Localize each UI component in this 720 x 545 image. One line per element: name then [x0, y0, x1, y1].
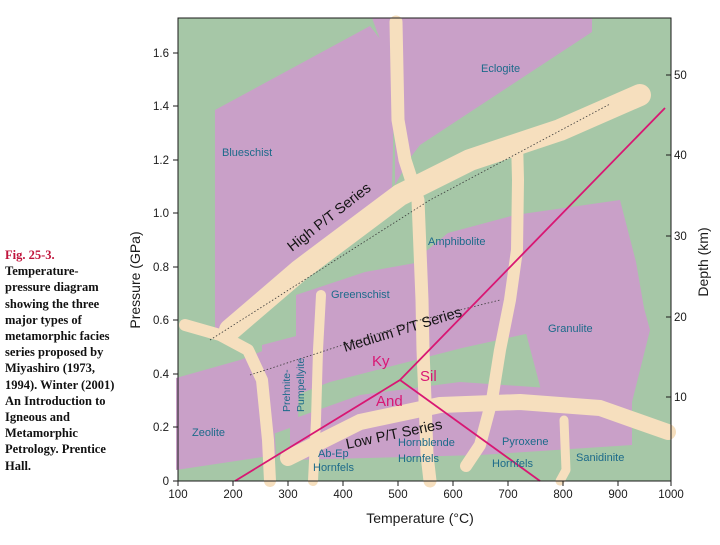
sanidinite-label: Sanidinite [576, 452, 624, 464]
x-tick-label: 300 [278, 489, 297, 501]
x-tick-label: 400 [333, 489, 352, 501]
blueschist-label: Blueschist [222, 147, 272, 159]
series-trend-lines [209, 103, 611, 376]
low-pressure-upper-boundary [280, 394, 676, 466]
y-tick-marks [173, 52, 178, 482]
prehnite-pumpellyite-label-2: Pumpellyite [295, 358, 307, 412]
greenschist-medium-field [296, 250, 644, 395]
pyroxene-hornfels-label-2: Hornfels [492, 458, 533, 470]
facies-diagram-figure: 100 200 300 400 500 600 700 800 900 1000… [120, 7, 718, 540]
kyanite-label: Ky [372, 353, 390, 370]
y-tick-label: 0.8 [153, 262, 169, 274]
depth-tick-label: 30 [674, 231, 687, 243]
depth-axis-title: Depth (km) [695, 227, 711, 296]
y-tick-label: 0 [163, 476, 169, 488]
zeolite-field [176, 348, 276, 470]
hornblende-hornfels-label-1: Hornblende [398, 437, 455, 449]
blueschist-field [215, 26, 395, 340]
x-tick-label: 200 [223, 489, 242, 501]
blueschist-greenschist-boundary [219, 84, 651, 341]
depth-tick-label: 10 [674, 392, 687, 404]
x-tick-label: 100 [168, 489, 187, 501]
ky-sil-line [399, 107, 666, 381]
sillimanite-label: Sil [420, 368, 437, 385]
y-axis-title: Pressure (GPa) [127, 231, 143, 328]
abep-hornfels-label-1: Ab-Ep [318, 448, 349, 460]
eclogite-field [372, 18, 592, 185]
caption-figure-label: Fig. 25-3. [5, 248, 55, 262]
granulite-label: Granulite [548, 323, 593, 335]
y-tick-labels: 0 0.2 0.4 0.6 0.8 1.0 1.2 1.4 1.6 [153, 48, 170, 488]
y-tick-label: 1.6 [153, 48, 169, 60]
y-tick-label: 0.4 [153, 369, 170, 381]
granulite-field [522, 282, 650, 405]
prehnite-pumpellyite-label-1: Prehnite- [281, 369, 293, 412]
hornblende-hornfels-label-2: Hornfels [398, 453, 439, 465]
figure-caption: Fig. 25-3. Temperature-pressure diagram … [5, 247, 117, 474]
greenschist-label: Greenschist [331, 289, 390, 301]
pyroxene-sanidinite-boundary [555, 415, 571, 486]
eclogite-label: Eclogite [481, 63, 520, 75]
y-tick-label: 0.2 [153, 422, 169, 434]
x-tick-label: 700 [498, 489, 517, 501]
pyroxene-hornfels-label-1: Pyroxene [502, 436, 548, 448]
high-pt-dotted-line [209, 103, 611, 341]
aluminosilicate-reaction-lines [234, 107, 666, 482]
x-tick-label: 1000 [658, 489, 684, 501]
x-tick-label: 600 [443, 489, 462, 501]
plot-frame [177, 17, 672, 482]
facies-diagram: 100 200 300 400 500 600 700 800 900 1000… [127, 15, 711, 526]
x-tick-label: 800 [553, 489, 572, 501]
mineral-labels: Ky Sil And [372, 353, 437, 410]
x-tick-marks [177, 481, 672, 486]
amphibolite-granulite-boundary [460, 134, 524, 472]
depth-tick-labels: 10 20 30 40 50 [674, 70, 687, 404]
medium-pt-dotted-line [249, 299, 501, 376]
y-tick-label: 1.0 [153, 208, 169, 220]
depth-tick-marks [666, 74, 671, 398]
eclogite-boundary-left [389, 15, 437, 488]
depth-tick-label: 40 [674, 150, 687, 162]
abep-hornfels-label-2: Hornfels [313, 462, 354, 474]
x-tick-label: 500 [388, 489, 407, 501]
zeolite-label: Zeolite [192, 427, 225, 439]
zeolite-prehnite-boundary [179, 319, 276, 487]
x-tick-label: 900 [608, 489, 627, 501]
amphibolite-label: Amphibolite [428, 236, 485, 248]
x-axis-title: Temperature (°C) [366, 510, 474, 526]
x-tick-labels: 100 200 300 400 500 600 700 800 900 1000 [168, 489, 683, 501]
facies-boundaries [179, 15, 676, 488]
y-tick-label: 1.2 [153, 155, 169, 167]
depth-tick-label: 20 [674, 312, 687, 324]
y-tick-label: 0.6 [153, 315, 169, 327]
depth-tick-label: 50 [674, 70, 687, 82]
y-tick-label: 1.4 [153, 101, 170, 113]
and-sil-line [399, 379, 541, 482]
andalusite-label: And [376, 393, 403, 410]
ky-and-line [234, 379, 401, 482]
caption-text: Temperature-pressure diagram showing the… [5, 264, 115, 473]
facies-labels: Eclogite Blueschist Amphibolite Greensch… [192, 63, 624, 474]
